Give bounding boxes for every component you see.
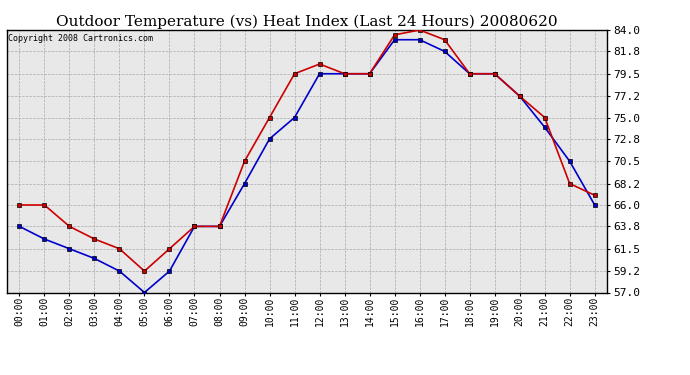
Title: Outdoor Temperature (vs) Heat Index (Last 24 Hours) 20080620: Outdoor Temperature (vs) Heat Index (Las… [57, 15, 558, 29]
Text: Copyright 2008 Cartronics.com: Copyright 2008 Cartronics.com [8, 34, 153, 43]
